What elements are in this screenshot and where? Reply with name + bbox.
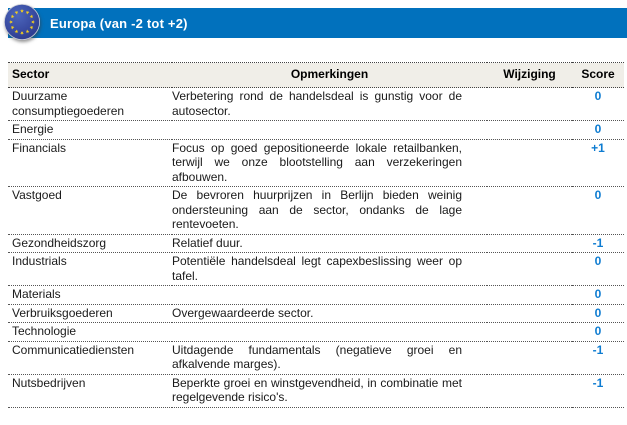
sector-score-table: Sector Opmerkingen Wijziging Score Duurz… (8, 62, 624, 408)
wijziging-cell (487, 234, 572, 253)
score-cell: 0 (572, 120, 624, 140)
table-row: Materials 0 (8, 285, 624, 305)
score-cell: 0 (572, 252, 624, 286)
opmerkingen-cell: Relatief duur. (172, 234, 487, 253)
table-row: Verbruiksgoederen Overgewaardeerde secto… (8, 304, 624, 323)
opmerkingen-cell: Uitdagende fundamentals (negatieve groei… (172, 341, 487, 375)
score-cell: 0 (572, 304, 624, 323)
column-header-sector: Sector (8, 62, 172, 88)
table-row: Industrials Potentiële handelsdeal legt … (8, 252, 624, 286)
sector-cell: Financials (8, 139, 172, 187)
column-header-wijziging: Wijziging (487, 62, 572, 88)
sector-cell: Nutsbedrijven (8, 374, 172, 408)
wijziging-cell (487, 285, 572, 305)
score-cell: -1 (572, 234, 624, 253)
wijziging-cell (487, 374, 572, 408)
wijziging-cell (487, 322, 572, 342)
opmerkingen-cell (172, 322, 487, 342)
sector-cell: Verbruiksgoederen (8, 304, 172, 323)
table-header: Sector Opmerkingen Wijziging Score (8, 62, 624, 88)
table-row: Vastgoed De bevroren huurprijzen in Berl… (8, 186, 624, 235)
table-row: Technologie 0 (8, 322, 624, 342)
sector-cell: Communicatiediensten (8, 341, 172, 375)
table-row: Gezondheidszorg Relatief duur. -1 (8, 234, 624, 253)
report-page: Europa (van -2 tot +2) Sector Opmerkinge… (0, 3, 627, 425)
table-row: Duurzame consumptiegoederen Verbetering … (8, 87, 624, 121)
sector-cell: Industrials (8, 252, 172, 286)
opmerkingen-cell (172, 285, 487, 305)
wijziging-cell (487, 120, 572, 140)
wijziging-cell (487, 252, 572, 286)
opmerkingen-cell: Focus op goed gepositioneerde lokale ret… (172, 139, 487, 187)
sector-cell: Energie (8, 120, 172, 140)
wijziging-cell (487, 87, 572, 121)
region-title: Europa (van -2 tot +2) (50, 15, 188, 31)
column-header-opmerkingen: Opmerkingen (172, 62, 487, 88)
sector-cell: Duurzame consumptiegoederen (8, 87, 172, 121)
table-row: Communicatiediensten Uitdagende fundamen… (8, 341, 624, 375)
wijziging-cell (487, 186, 572, 235)
sector-cell: Vastgoed (8, 186, 172, 235)
score-cell: +1 (572, 139, 624, 187)
score-cell: 0 (572, 322, 624, 342)
table-row: Energie 0 (8, 120, 624, 140)
eu-flag-icon (3, 3, 41, 41)
opmerkingen-cell (172, 120, 487, 140)
table-row: Nutsbedrijven Beperkte groei en winstgev… (8, 374, 624, 408)
wijziging-cell (487, 341, 572, 375)
column-header-score: Score (572, 62, 624, 88)
opmerkingen-cell: Overgewaardeerde sector. (172, 304, 487, 323)
sector-cell: Gezondheidszorg (8, 234, 172, 253)
score-cell: -1 (572, 341, 624, 375)
opmerkingen-cell: Beperkte groei en winstgevendheid, in co… (172, 374, 487, 408)
opmerkingen-cell: Verbetering rond de handelsdeal is gunst… (172, 87, 487, 121)
wijziging-cell (487, 304, 572, 323)
score-cell: 0 (572, 186, 624, 235)
score-cell: -1 (572, 374, 624, 408)
score-cell: 0 (572, 285, 624, 305)
sector-cell: Materials (8, 285, 172, 305)
sector-cell: Technologie (8, 322, 172, 342)
table-row: Financials Focus op goed gepositioneerde… (8, 139, 624, 187)
score-cell: 0 (572, 87, 624, 121)
sector-table-body: Duurzame consumptiegoederen Verbetering … (8, 87, 624, 408)
region-header-bar: Europa (van -2 tot +2) (3, 3, 627, 41)
wijziging-cell (487, 139, 572, 187)
opmerkingen-cell: Potentiële handelsdeal legt capexbesliss… (172, 252, 487, 286)
opmerkingen-cell: De bevroren huurprijzen in Berlijn biede… (172, 186, 487, 235)
